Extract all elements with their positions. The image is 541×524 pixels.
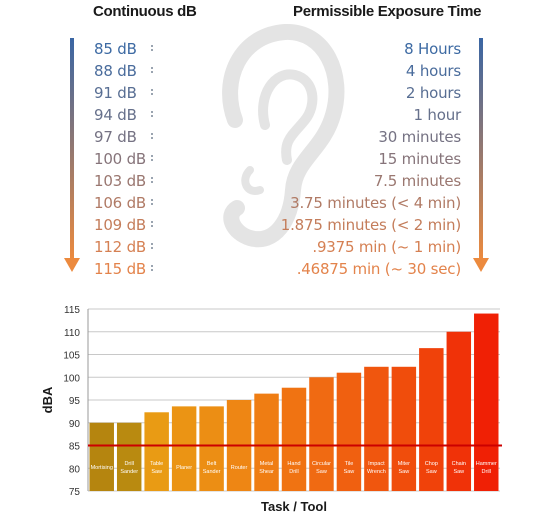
y-tick-label: 90 xyxy=(69,419,81,430)
decibel-value: 94 dB xyxy=(94,106,137,124)
bar xyxy=(336,372,362,491)
noise-level-bar-chart: 75 80 85 90 95 100 105 110 115 Mortising Drill Sand… xyxy=(40,305,502,514)
exposure-time-value: 1.875 minutes (< 2 min) xyxy=(280,216,461,234)
row-separator-dots xyxy=(148,214,156,236)
row-separator-dots xyxy=(148,60,156,82)
category-label: Saw xyxy=(316,469,327,475)
right-header: Permissible Exposure Time xyxy=(293,3,482,20)
decibel-value: 106 dB xyxy=(94,194,147,212)
category-label: Saw xyxy=(344,469,355,475)
row-separator-dots xyxy=(148,192,156,214)
exposure-time-value: 8 Hours xyxy=(404,40,461,58)
category-label: Belt xyxy=(207,461,217,467)
decibel-value: 85 dB xyxy=(94,40,137,58)
category-label: Planer xyxy=(176,465,192,471)
bar xyxy=(254,393,279,491)
category-label: Wrench xyxy=(367,469,386,475)
bar xyxy=(281,387,307,491)
exposure-time-value: 4 hours xyxy=(405,62,461,80)
y-tick-label: 105 xyxy=(63,351,80,362)
category-label: Table xyxy=(150,461,163,467)
y-axis-title: dBA xyxy=(40,386,55,413)
row-separator-dots xyxy=(148,258,156,280)
exposure-time-column: 8 Hours 4 hours 2 hours 1 hour 30 minutes 15 … xyxy=(231,38,461,280)
decibel-value: 97 dB xyxy=(94,128,137,146)
decibel-value: 115 dB xyxy=(94,260,147,278)
row-separator-dots xyxy=(148,38,156,60)
category-label: Chop xyxy=(425,461,438,467)
decibel-column: 85 dB 88 dB 91 dB 94 dB 97 dB 100 dB 103 dB 106… xyxy=(94,38,154,280)
right-down-arrow xyxy=(473,38,489,272)
left-header: Continuous dB xyxy=(93,3,197,20)
left-down-arrow xyxy=(64,38,80,272)
bar xyxy=(144,412,169,491)
category-label: Hand xyxy=(287,461,300,467)
category-label: Impact xyxy=(368,461,385,467)
ear-illustration xyxy=(222,24,345,248)
bar xyxy=(171,406,197,491)
y-tick-label: 85 xyxy=(69,442,81,453)
exposure-time-value: 1 hour xyxy=(413,106,462,124)
category-label: Saw xyxy=(453,469,464,475)
decibel-value: 109 dB xyxy=(94,216,147,234)
category-label: Drill xyxy=(124,461,133,467)
bar xyxy=(391,366,417,491)
y-tick-label: 115 xyxy=(64,305,80,316)
decibel-value: 100 dB xyxy=(94,150,147,168)
exposure-time-value: 3.75 minutes (< 4 min) xyxy=(290,194,461,212)
category-label: Shear xyxy=(259,469,274,475)
exposure-time-value: 30 minutes xyxy=(378,128,461,146)
exposure-time-value: 15 minutes xyxy=(378,150,461,168)
exposure-time-value: .46875 min (~ 30 sec) xyxy=(296,260,461,278)
bar xyxy=(474,313,499,491)
category-label: Sander xyxy=(120,469,138,475)
category-label: Drill xyxy=(289,469,298,475)
category-label: Hammer xyxy=(476,461,497,467)
row-separator-dots xyxy=(148,104,156,126)
category-label: Chain xyxy=(452,461,466,467)
category-label: Router xyxy=(231,465,248,471)
bar xyxy=(364,366,389,491)
row-separator-dots xyxy=(148,236,156,258)
y-tick-label: 100 xyxy=(63,373,80,384)
row-separator-dots xyxy=(148,170,156,192)
exposure-time-value: .9375 min (~ 1 min) xyxy=(312,238,461,256)
y-tick-label: 95 xyxy=(69,396,81,407)
x-axis-title: Task / Tool xyxy=(261,499,327,514)
exposure-time-value: 2 hours xyxy=(405,84,461,102)
category-label: Tile xyxy=(345,461,354,467)
bar xyxy=(116,422,142,491)
y-tick-label: 80 xyxy=(69,464,81,475)
dotted-divider xyxy=(148,38,156,280)
bar xyxy=(419,348,444,491)
category-label: Saw xyxy=(151,469,162,475)
decibel-value: 88 dB xyxy=(94,62,137,80)
bar xyxy=(446,331,472,491)
bar xyxy=(199,406,224,491)
bar xyxy=(89,422,114,491)
category-label: Drill xyxy=(482,469,491,475)
category-label: Metal xyxy=(260,461,273,467)
category-label: Saw xyxy=(426,469,437,475)
decibel-value: 112 dB xyxy=(94,238,147,256)
category-label: Mortising xyxy=(91,465,113,471)
category-label: Miter xyxy=(398,461,410,467)
row-separator-dots xyxy=(148,126,156,148)
category-label: Circular xyxy=(312,461,331,467)
row-separator-dots xyxy=(148,82,156,104)
category-label: Sander xyxy=(203,469,221,475)
row-separator-dots xyxy=(148,148,156,170)
y-tick-label: 110 xyxy=(64,328,80,339)
y-tick-label: 75 xyxy=(69,487,81,498)
bar xyxy=(309,377,334,491)
decibel-value: 103 dB xyxy=(94,172,147,190)
decibel-value: 91 dB xyxy=(94,84,137,102)
exposure-time-value: 7.5 minutes xyxy=(373,172,461,190)
category-label: Saw xyxy=(399,469,410,475)
